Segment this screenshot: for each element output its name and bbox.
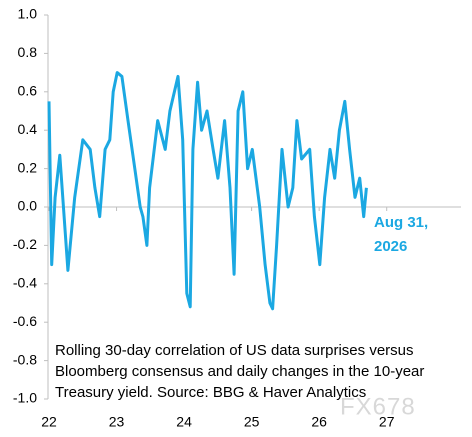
line-series <box>47 71 368 311</box>
y-tick-label: 0.0 <box>18 198 38 214</box>
y-tick-label: -0.6 <box>13 313 37 329</box>
y-tick-label: 0.8 <box>18 44 38 60</box>
y-tick-label: 0.4 <box>18 121 38 137</box>
y-tick-label: -0.4 <box>13 275 37 291</box>
caption: Treasury yield. Source: BBG & Haver Anal… <box>55 384 366 401</box>
x-tick-label: 25 <box>244 414 260 430</box>
caption: Bloomberg consensus and daily changes in… <box>55 363 424 380</box>
y-tick-label: -0.8 <box>13 351 37 367</box>
x-tick-label: 27 <box>379 414 395 430</box>
x-tick-label: 26 <box>311 414 327 430</box>
x-tick-label: 22 <box>41 414 57 430</box>
annotation: Aug 31, <box>374 214 428 231</box>
y-tick-label: 0.2 <box>18 159 38 175</box>
y-tick-label: 0.6 <box>18 83 38 99</box>
annotation: 2026 <box>374 238 407 255</box>
watermark: FX678 <box>340 393 416 420</box>
y-tick-label: -0.2 <box>13 236 37 252</box>
x-tick-label: 23 <box>109 414 125 430</box>
x-tick-label: 24 <box>176 414 192 430</box>
caption: Rolling 30-day correlation of US data su… <box>55 342 414 359</box>
y-tick-label: 1.0 <box>18 6 38 22</box>
y-tick-label: -1.0 <box>13 390 37 406</box>
